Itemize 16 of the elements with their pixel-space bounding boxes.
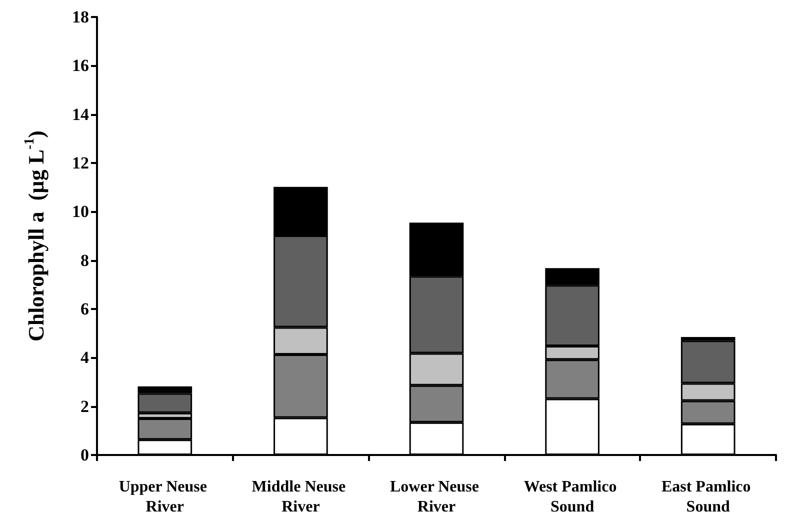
x-tick-label: East Pamlico Sound [661,478,755,516]
y-tick-label: 6 [80,300,89,318]
y-tick-label: 8 [80,250,89,270]
x-tick-label: Lower Neuse River [390,478,484,516]
y-tick-label: 14 [72,104,90,124]
y-tick-label: 0 [80,446,89,464]
y-tick-label: 16 [72,56,89,76]
y-tick-label: 12 [72,154,89,172]
y-axis-title: Chlorophyll a (µg L-1) [22,130,48,342]
y-tick-label: 2 [80,396,89,416]
x-tick-label: West Pamlico Sound [524,478,621,516]
y-tick-label: 18 [72,8,89,26]
y-tick-label: 10 [72,202,89,222]
y-tick-label: 4 [80,348,90,368]
x-tick-label: Middle Neuse River [252,478,350,516]
x-tick-label: Upper Neuse River [118,478,211,516]
